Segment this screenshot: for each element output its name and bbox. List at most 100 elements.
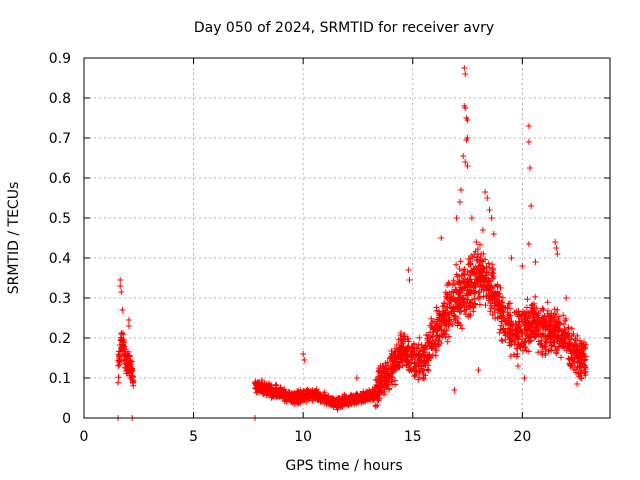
data-point [483,293,490,299]
data-point [550,329,557,336]
data-point [464,280,471,287]
data-point [560,312,567,319]
data-point [451,387,458,393]
data-point [524,296,531,303]
data-point [508,255,515,261]
data-point [515,363,521,369]
data-point [577,370,584,377]
data-point [405,335,412,342]
data-point [444,309,451,316]
data-point [502,328,509,335]
data-point [498,305,505,312]
y-tick-label: 0 [62,411,71,427]
data-point [358,398,364,405]
data-point [417,358,424,365]
data-point [405,267,412,273]
data-point [542,319,549,326]
data-point [454,296,461,303]
data-point [536,319,543,326]
data-point [573,369,579,376]
data-point [514,335,521,342]
data-point [488,282,495,289]
y-tick-label: 0.2 [49,331,71,347]
y-tick-label: 0.3 [49,291,71,307]
data-point [489,261,496,268]
data-point [372,386,379,393]
data-point [459,294,466,301]
data-point [389,374,396,381]
data-point [285,394,291,401]
data-point [474,254,481,260]
data-point [443,304,450,311]
data-point [115,351,122,358]
data-point [484,282,491,288]
data-point [477,254,484,261]
y-tick-labels: 0 0.1 0.2 0.3 0.4 0.5 0.6 0.7 0.8 0.9 [49,51,71,427]
data-point [444,282,451,289]
data-point [537,320,544,327]
data-point [538,348,545,355]
data-point [547,339,553,346]
data-point [115,374,122,381]
data-point [576,353,583,359]
chart-title: Day 050 of 2024, SRMTID for receiver avr… [194,20,494,36]
data-point [575,349,582,356]
data-point [360,388,367,395]
data-point [388,348,395,354]
data-point [527,313,534,319]
data-point [477,241,483,248]
data-point [532,259,539,265]
data-point [563,315,569,322]
data-point [121,352,128,359]
data-point [324,394,331,401]
data-point [553,350,560,357]
data-point [372,403,379,410]
data-point [422,342,429,349]
data-point [523,327,530,334]
data-point [393,364,400,371]
data-point [549,316,556,323]
data-point [279,388,285,395]
data-point [399,362,406,369]
data-point [406,364,413,371]
data-point [118,289,125,295]
data-point [449,321,456,328]
data-point [485,269,492,275]
data-point [550,336,557,343]
data-point [445,321,452,328]
data-point [578,375,585,381]
y-tick-label: 0.4 [49,251,71,267]
data-point [505,300,512,307]
data-point [499,299,506,306]
data-point [345,397,352,404]
data-point [551,343,558,350]
data-point [128,373,135,380]
data-point [433,347,440,354]
data-point [563,347,570,354]
data-point [428,345,435,352]
data-point [523,314,529,321]
data-point [329,397,336,404]
data-point [444,338,451,345]
data-point [427,334,434,341]
x-tick-label: 10 [294,429,312,445]
y-axis-label: SRMTID / TECUs [6,182,22,295]
data-point [422,343,428,350]
data-point [497,326,504,333]
data-point [429,352,436,358]
data-point [449,305,456,312]
data-point [546,318,552,325]
data-point [258,383,265,390]
data-point [466,311,473,317]
data-point [290,395,297,402]
data-point [574,364,581,371]
data-point [542,352,549,359]
data-point [576,363,583,369]
data-point [383,378,390,384]
data-point [450,312,457,319]
data-point [439,333,446,340]
data-point [342,393,349,400]
x-tick-labels: 0 5 10 15 20 [80,429,532,445]
data-point [477,281,484,288]
data-point [436,317,443,324]
